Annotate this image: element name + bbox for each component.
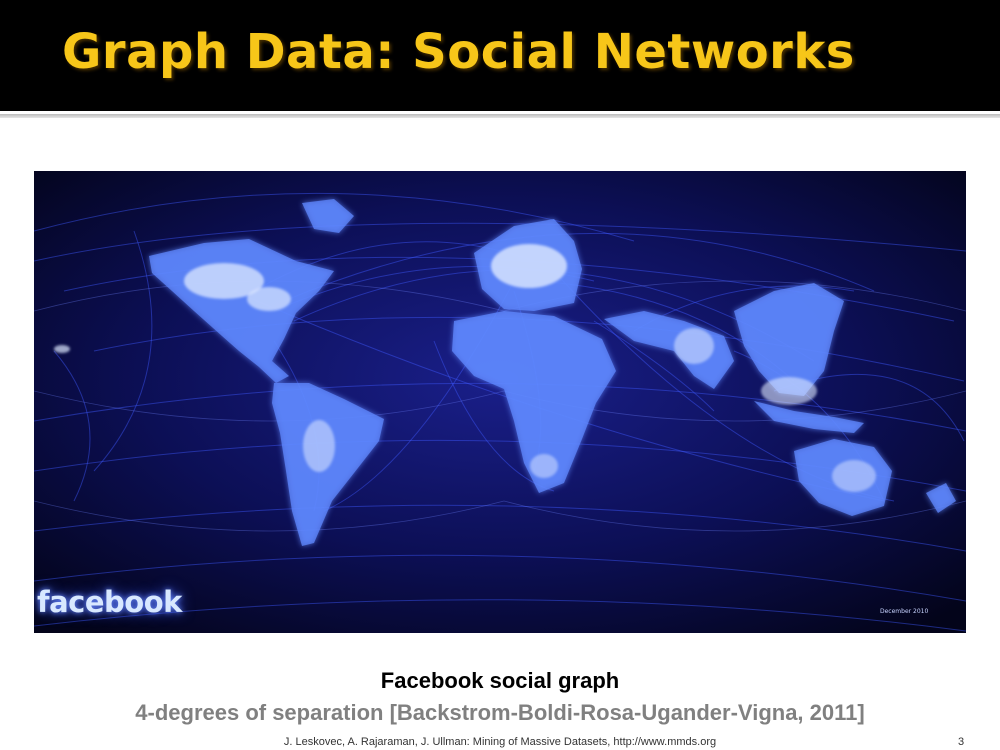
figure-caption: Facebook social graph [380,668,620,693]
title-divider [0,114,1000,118]
figure-citation: 4-degrees of separation [Backstrom-Boldi… [135,700,865,725]
africa-shape [452,311,616,493]
facebook-logo: facebook [37,585,182,619]
page-number: 3 [958,736,965,748]
slide-title: Graph Data: Social Networks [62,24,855,80]
date-stamp: December 2010 [880,608,929,615]
world-connection-map [34,171,966,633]
city-clusters [54,244,876,492]
slide-footer: J. Leskovec, A. Rajaraman, J. Ullman: Mi… [283,736,717,748]
facebook-social-graph-map: facebook December 2010 [34,171,966,633]
title-bar: Graph Data: Social Networks [0,0,1000,111]
